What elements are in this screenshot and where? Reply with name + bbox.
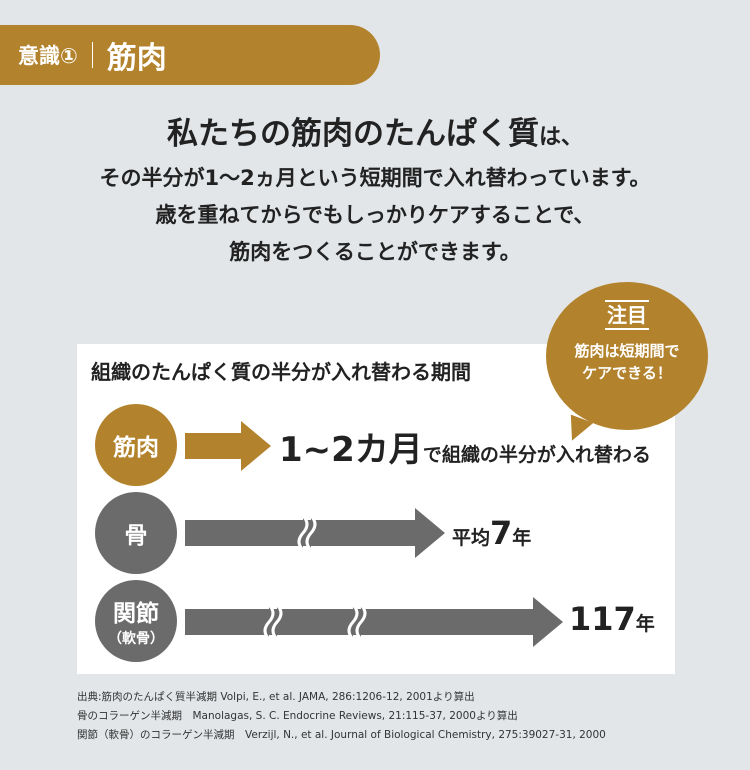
value-big: 7 [490,514,513,552]
row-name-sub: （軟骨） [108,631,164,647]
muscle-arrow-icon [185,421,271,471]
bone-arrow-icon [185,508,445,558]
row-name: 骨 [124,523,148,549]
joint-arrow-icon [185,597,563,647]
source-note: 出典:筋肉のたんぱく質半減期 Volpi, E., et al. JAMA, 2… [77,691,475,703]
value-big: 1~2カ月 [279,430,423,470]
muscle-value: 1~2カ月で組織の半分が入れ替わる [279,422,651,471]
lead-text: 私たちの筋肉のたんぱく質は、 その半分が1〜2ヵ月という短期間で入れ替わっていま… [0,112,750,271]
lead-line: 歳を重ねてからでもしっかりケアすることで、 [155,203,595,227]
lead-line: 筋肉をつくることができます。 [229,240,521,264]
bubble-text: ケアできる！ [582,364,672,382]
source-notes: 出典:筋肉のたんぱく質半減期 Volpi, E., et al. JAMA, 2… [77,688,606,745]
lead-headline: 私たちの筋肉のたんぱく質 [166,116,539,152]
joint-value: 117年 [569,600,655,638]
lead-headline-tail: は、 [538,125,583,150]
section-tag: 意識① 筋肉 [0,25,380,85]
value-text: 平均 [452,527,491,549]
bone-value: 平均7年 [452,514,531,552]
bubble-heading: 注目 [605,300,649,330]
divider [91,42,93,68]
card-title: 組織のたんぱく質の半分が入れ替わる期間 [91,360,471,384]
source-note: 関節（軟骨）のコラーゲン半減期 Verzijl, N., et al. Jour… [77,729,606,741]
source-note: 骨のコラーゲン半減期 Manolagas, S. C. Endocrine Re… [77,710,518,722]
muscle-circle: 筋肉 [95,404,177,486]
bone-circle: 骨 [95,492,177,574]
bubble-text: 筋肉は短期間で [574,342,680,360]
value-big: 117 [569,600,636,638]
section-title: 筋肉 [106,41,167,76]
section-sub: 意識① [18,44,78,68]
lead-line: その半分が1〜2ヵ月という短期間で入れ替わっています。 [99,166,651,190]
value-unit: 年 [635,613,655,635]
value-text: で組織の半分が入れ替わる [422,444,651,466]
row-name: 関節 [113,601,159,627]
row-name: 筋肉 [113,435,159,461]
attention-bubble: 注目 筋肉は短期間で ケアできる！ [546,282,708,430]
value-unit: 年 [512,527,532,549]
joint-circle: 関節 （軟骨） [95,580,177,662]
